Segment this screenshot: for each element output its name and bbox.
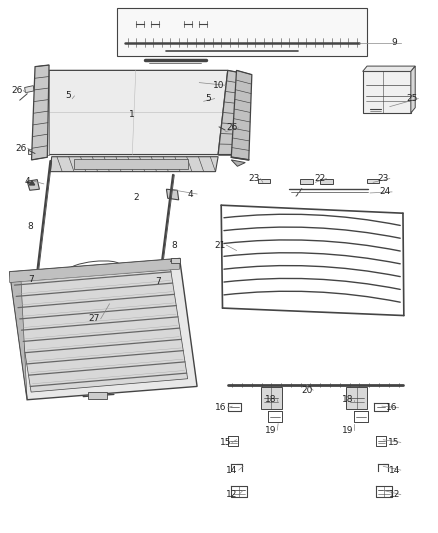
Text: 15: 15 xyxy=(389,438,400,447)
Text: 2: 2 xyxy=(133,193,138,201)
Text: 15: 15 xyxy=(220,438,231,447)
Bar xyxy=(74,159,188,169)
Text: 16: 16 xyxy=(386,403,398,412)
Bar xyxy=(346,387,367,409)
Text: 25: 25 xyxy=(406,94,417,103)
Polygon shape xyxy=(10,272,27,400)
Bar xyxy=(219,127,226,132)
Text: 18: 18 xyxy=(342,395,353,404)
Polygon shape xyxy=(231,70,252,160)
Polygon shape xyxy=(77,161,92,168)
Bar xyxy=(117,8,367,56)
Text: 9: 9 xyxy=(391,38,397,47)
Bar xyxy=(367,179,379,183)
Polygon shape xyxy=(99,161,114,168)
Polygon shape xyxy=(14,266,187,392)
Polygon shape xyxy=(363,66,415,71)
Text: 27: 27 xyxy=(88,314,100,323)
Text: 16: 16 xyxy=(215,403,227,412)
Text: 4: 4 xyxy=(188,190,193,198)
Polygon shape xyxy=(50,157,218,172)
Text: 5: 5 xyxy=(205,94,211,103)
Text: 19: 19 xyxy=(265,426,276,434)
Bar xyxy=(88,392,107,399)
Bar xyxy=(261,387,282,409)
Polygon shape xyxy=(44,70,228,155)
Polygon shape xyxy=(164,161,180,168)
Polygon shape xyxy=(186,161,201,168)
Bar xyxy=(171,258,180,263)
Polygon shape xyxy=(32,65,49,160)
Text: 12: 12 xyxy=(389,490,400,499)
Text: 23: 23 xyxy=(378,174,389,183)
Text: 14: 14 xyxy=(389,466,400,474)
Bar xyxy=(258,179,270,183)
Text: 5: 5 xyxy=(65,92,71,100)
Bar xyxy=(363,71,411,113)
Polygon shape xyxy=(166,189,179,200)
Text: 22: 22 xyxy=(314,174,325,183)
Polygon shape xyxy=(10,259,180,282)
Text: 26: 26 xyxy=(15,144,27,152)
Text: 24: 24 xyxy=(380,188,391,196)
Bar xyxy=(320,179,333,184)
Text: 26: 26 xyxy=(226,124,238,132)
Bar xyxy=(28,149,35,154)
Bar xyxy=(300,179,313,184)
Polygon shape xyxy=(44,70,49,155)
Polygon shape xyxy=(411,66,415,113)
Polygon shape xyxy=(218,70,244,155)
Text: 1: 1 xyxy=(128,110,134,119)
Text: 4: 4 xyxy=(25,177,30,185)
Text: 8: 8 xyxy=(171,241,177,249)
Text: 8: 8 xyxy=(27,222,33,231)
Circle shape xyxy=(150,275,159,286)
Bar xyxy=(25,86,34,93)
Polygon shape xyxy=(231,160,245,166)
Text: 18: 18 xyxy=(265,395,276,404)
Text: 12: 12 xyxy=(226,490,238,499)
Text: 14: 14 xyxy=(226,466,238,474)
Text: 21: 21 xyxy=(214,241,226,249)
Text: 23: 23 xyxy=(248,174,260,183)
Polygon shape xyxy=(142,161,158,168)
Text: 7: 7 xyxy=(155,277,161,286)
Polygon shape xyxy=(120,161,136,168)
FancyArrow shape xyxy=(29,181,35,185)
Text: 20: 20 xyxy=(301,386,312,394)
Text: 19: 19 xyxy=(342,426,353,434)
Text: 10: 10 xyxy=(213,81,225,90)
Text: 26: 26 xyxy=(11,86,22,95)
Polygon shape xyxy=(27,180,39,190)
Polygon shape xyxy=(10,259,197,400)
Text: 7: 7 xyxy=(28,276,35,284)
Circle shape xyxy=(27,279,36,290)
